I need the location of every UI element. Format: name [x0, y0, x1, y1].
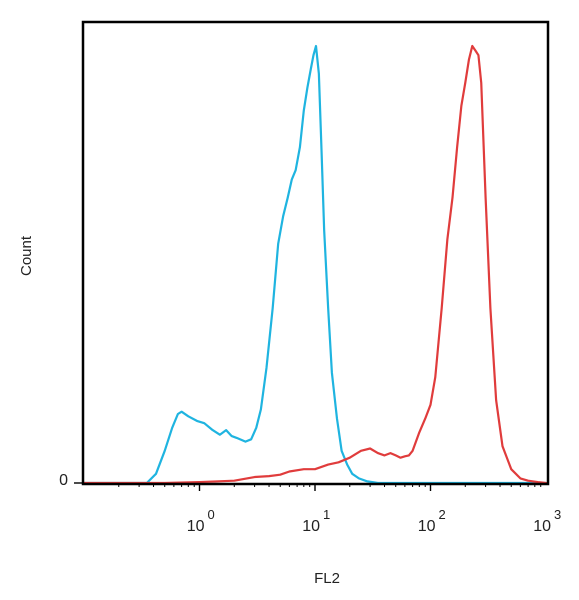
x-tick-label-base: 10 [418, 518, 436, 535]
series-line-1 [82, 44, 548, 485]
y-tick-label: 0 [59, 472, 68, 489]
y-axis-label-group: Count [18, 235, 35, 276]
x-axis-label: FL2 [314, 570, 340, 587]
y-axis-label: Count [18, 235, 35, 276]
x-tick-label-exponent: 1 [323, 507, 330, 522]
x-tick-label-exponent: 0 [208, 507, 215, 522]
series-layer [82, 44, 548, 485]
x-tick-label-base: 10 [302, 518, 320, 535]
x-tick-label-base: 10 [187, 518, 205, 535]
x-tick-label-exponent: 3 [554, 507, 561, 522]
x-tick-label-exponent: 2 [439, 507, 446, 522]
series-line-2 [82, 44, 548, 485]
plot-frame [81, 20, 550, 486]
x-tick-label-base: 10 [533, 518, 551, 535]
